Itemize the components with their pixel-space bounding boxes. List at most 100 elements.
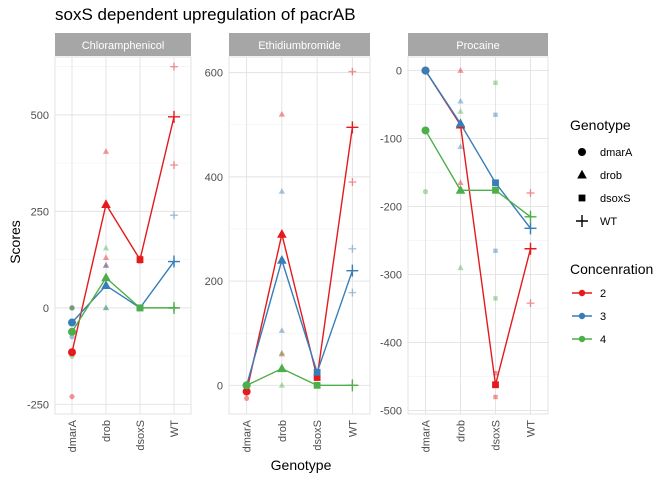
replicate-point — [348, 67, 357, 76]
replicate-point — [278, 349, 285, 356]
replicate-point — [170, 62, 178, 71]
replicate-point — [493, 370, 498, 376]
mean-point — [136, 304, 144, 312]
y-tick-label: 200 — [205, 276, 223, 288]
replicate-point — [102, 254, 110, 260]
replicate-point — [493, 296, 498, 301]
legend-key — [577, 169, 587, 179]
replicate-point — [493, 248, 498, 254]
legend-label: drob — [600, 170, 622, 182]
replicate-point — [422, 189, 429, 195]
mean-point — [492, 381, 499, 389]
mean-point — [313, 374, 321, 381]
replicate-point — [69, 394, 75, 400]
y-tick-label: -100 — [380, 134, 402, 146]
replicate-point — [457, 264, 464, 271]
mean-point — [277, 228, 287, 238]
replicate-point — [493, 80, 498, 86]
mean-point — [455, 118, 466, 128]
y-tick-label: 250 — [31, 206, 49, 218]
x-tick-label: WT — [347, 420, 359, 437]
series-line-4 — [424, 130, 531, 218]
facet-strip — [55, 33, 191, 56]
mean-point — [68, 327, 76, 336]
legend-label: 2 — [600, 288, 606, 300]
mean-point — [277, 363, 287, 373]
mean-point — [168, 255, 180, 268]
facet-panel-ethidiumbromide: Ethidiumbromide 0 200 400 600 dmarA drob dsoxS W… — [205, 33, 371, 452]
replicate-point — [457, 143, 464, 150]
mean-point — [421, 126, 430, 135]
mean-point — [524, 242, 537, 255]
facet-strip-label: Procaine — [456, 40, 499, 52]
legend-label: 3 — [600, 311, 606, 323]
series-line-4 — [71, 276, 174, 333]
facet-panel-chloramphenicol: Chloramphenicol -250 0 250 500 dmarA drob dsoxS… — [27, 33, 192, 452]
replicate-point — [102, 304, 110, 311]
replicate-point — [457, 108, 464, 114]
x-axis-label: Genotype — [271, 457, 332, 473]
replicate-point — [244, 395, 250, 401]
mean-point — [136, 256, 144, 264]
replicate-point — [278, 327, 285, 333]
x-tick-label: drob — [456, 420, 468, 442]
mean-point — [524, 222, 537, 235]
mean-point — [101, 272, 111, 282]
mean-point — [242, 381, 251, 390]
x-tick-label: dsoxS — [135, 420, 147, 451]
y-tick-label: 0 — [43, 303, 49, 315]
replicate-point — [69, 305, 75, 311]
replicate-point — [102, 304, 110, 311]
replicate-point — [457, 67, 464, 73]
legend-key-point — [578, 312, 586, 320]
legend-key — [576, 215, 588, 227]
x-tick-label: dmarA — [67, 419, 79, 452]
legend-label: dsoxS — [600, 193, 631, 205]
mean-point — [346, 264, 359, 277]
panel-background — [407, 56, 549, 415]
replicate-point — [457, 179, 464, 186]
mean-point — [68, 318, 76, 327]
replicate-point — [278, 188, 285, 194]
x-tick-label: drob — [277, 420, 289, 442]
y-tick-label: 600 — [205, 68, 223, 80]
mean-point — [524, 210, 537, 223]
series-line-4 — [246, 367, 353, 387]
mean-point — [455, 185, 466, 194]
x-tick-label: dmarA — [242, 419, 254, 452]
facet-panel-procaine: Procaine -500 -400 -300 -200 -100 0 dmarA drob ds… — [380, 33, 549, 452]
replicate-point — [526, 189, 535, 197]
legend-label: dmarA — [600, 147, 633, 159]
mean-point — [168, 301, 180, 314]
y-tick-label: 0 — [217, 380, 223, 392]
replicate-point — [348, 288, 357, 297]
series-line-3 — [424, 70, 532, 229]
replicate-point — [102, 148, 110, 154]
mean-point — [492, 179, 499, 187]
replicate-point — [457, 97, 464, 104]
mean-point — [101, 280, 111, 290]
mean-point — [313, 381, 321, 389]
legend-label: 4 — [600, 334, 606, 346]
x-tick-label: WT — [526, 420, 538, 437]
replicate-point — [170, 211, 178, 220]
x-tick-label: dsoxS — [491, 420, 503, 451]
series-line-3 — [245, 257, 354, 386]
replicate-point — [69, 305, 75, 311]
replicate-point — [102, 262, 110, 268]
series-line-2 — [245, 127, 354, 392]
y-axis-label: Scores — [7, 220, 23, 264]
mean-point — [492, 186, 499, 194]
legend-title-genotype: Genotype — [570, 117, 631, 133]
mean-point — [168, 110, 180, 123]
x-tick-label: dsoxS — [312, 420, 324, 451]
mean-point — [346, 121, 359, 134]
replicate-point — [170, 161, 178, 169]
panel-background — [228, 56, 371, 415]
replicate-point — [493, 112, 498, 118]
facet-strip — [408, 33, 548, 56]
y-tick-label: -500 — [380, 406, 402, 418]
facet-strip-label: Chloramphenicol — [82, 40, 165, 52]
